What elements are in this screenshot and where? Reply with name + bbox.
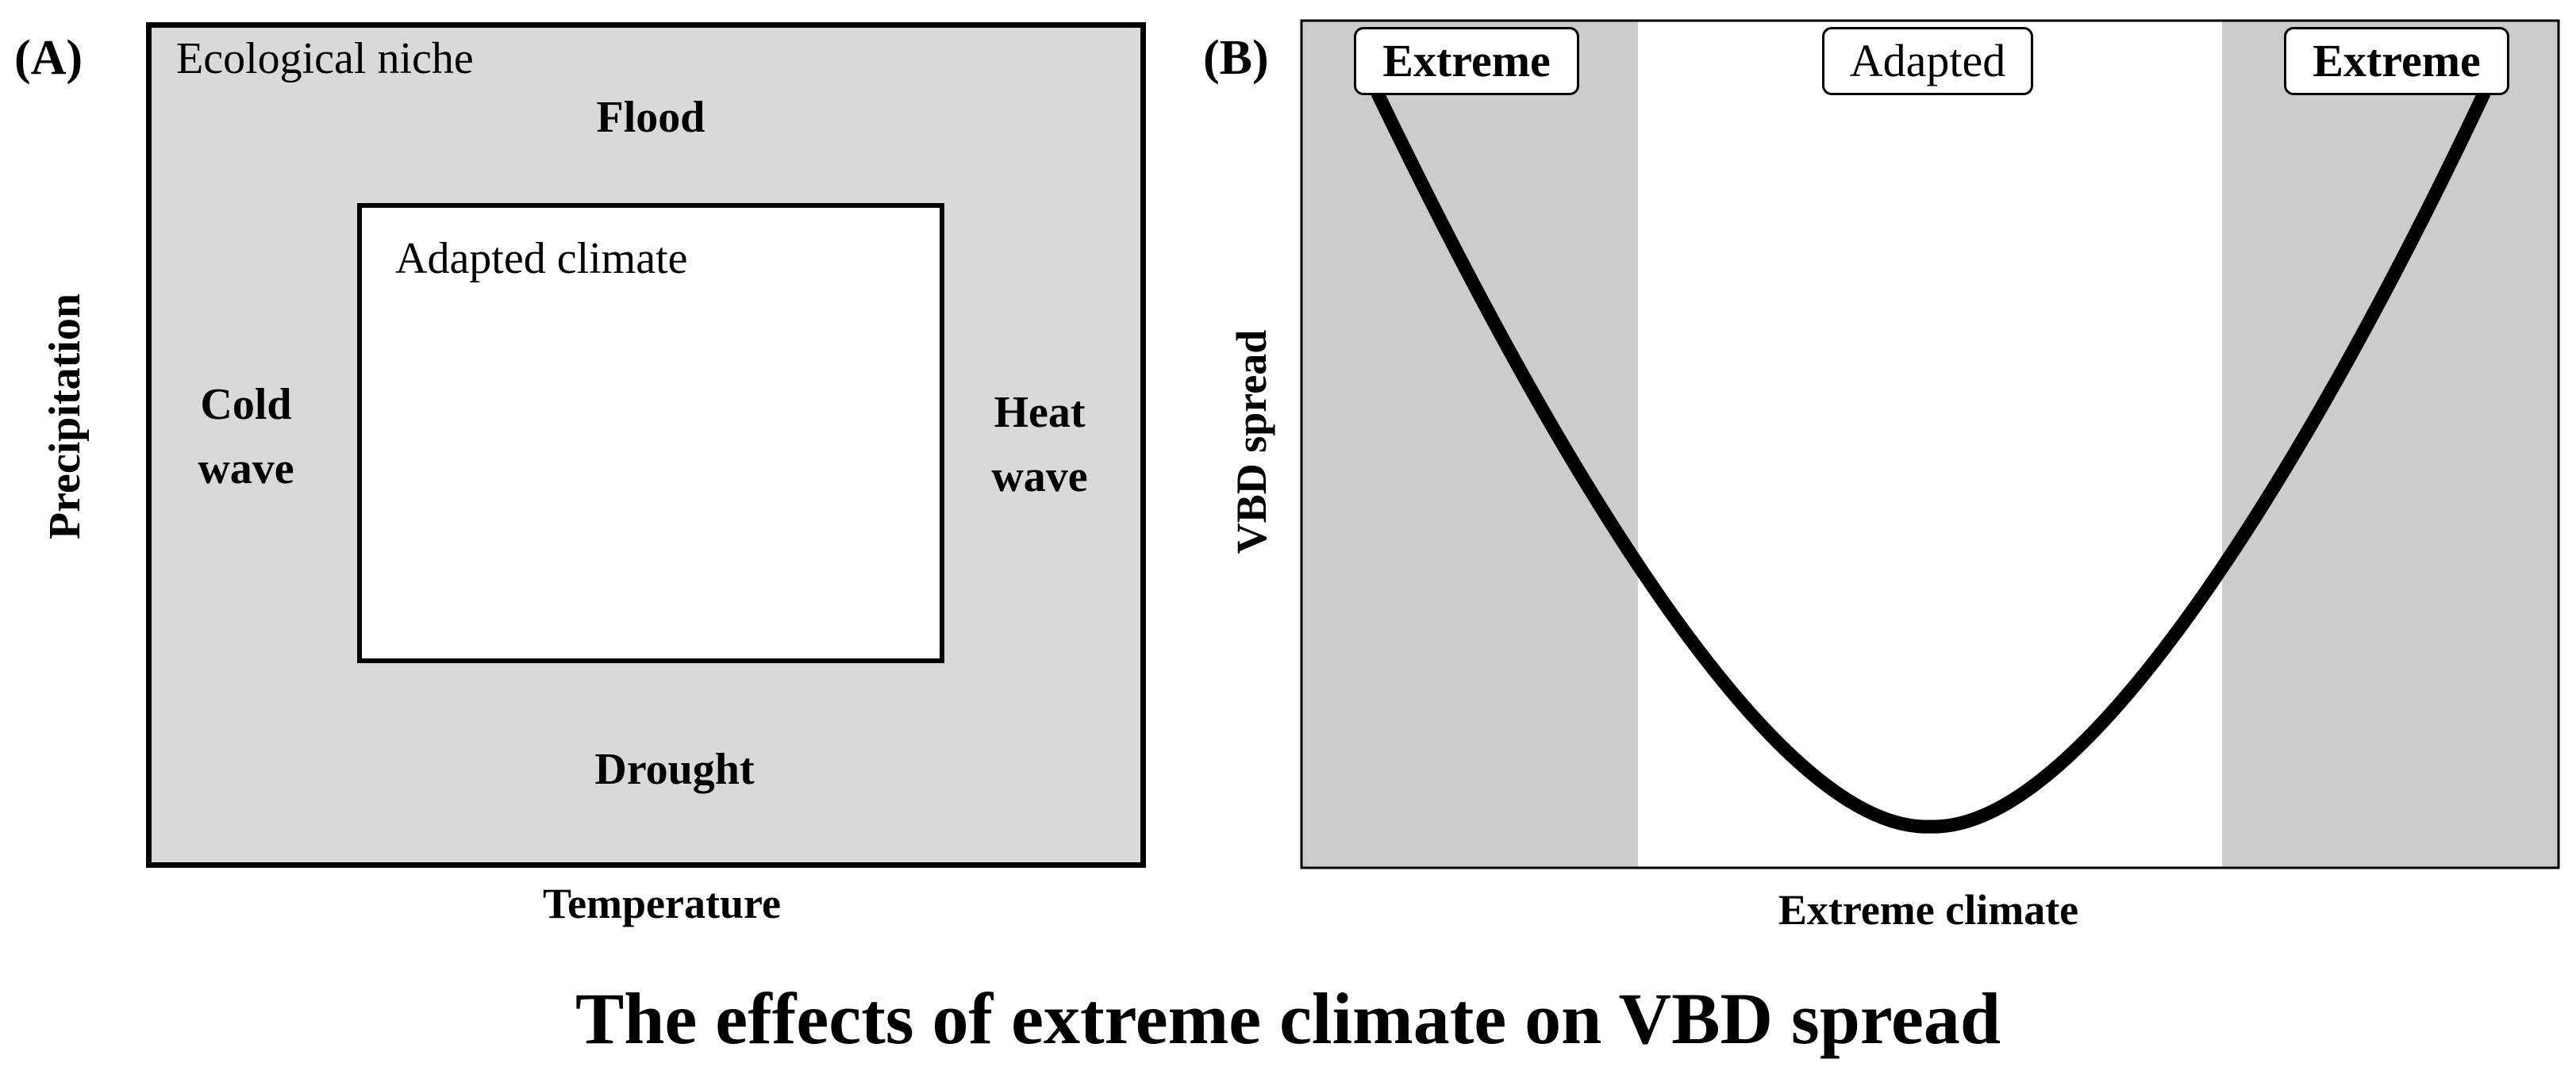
panel-b-label: (B): [1203, 31, 1269, 85]
extreme-climate-axis-label: Extreme climate: [1778, 886, 2079, 934]
figure-caption: The effects of extreme climate on VBD sp…: [575, 978, 2001, 1059]
ecological-niche-label: Ecological niche: [176, 34, 474, 83]
cold-wave-label: Cold wave: [198, 380, 294, 494]
adapted-zone-tag: Adapted: [1822, 27, 2033, 95]
adapted-zone: [1638, 21, 2222, 868]
extreme-zone-right: [2222, 21, 2559, 868]
vbd-spread-axis-text: VBD spread: [1228, 329, 1275, 554]
temperature-axis-label: Temperature: [543, 880, 781, 927]
heat-wave-label: Heat wave: [991, 388, 1088, 502]
flood-label: Flood: [596, 93, 706, 142]
extreme-zone-left: [1301, 21, 1638, 868]
panel-a-label: (A): [14, 31, 83, 85]
drought-label: Drought: [594, 745, 755, 794]
adapted-climate-label: Adapted climate: [395, 234, 688, 283]
vbd-spread-curve: [1371, 86, 2491, 834]
adapted-climate-region: [357, 203, 944, 663]
extreme-zone-right-tag: Extreme: [2284, 27, 2509, 95]
extreme-zone-left-tag: Extreme: [1354, 27, 1579, 95]
plot-frame: [1300, 19, 2560, 869]
